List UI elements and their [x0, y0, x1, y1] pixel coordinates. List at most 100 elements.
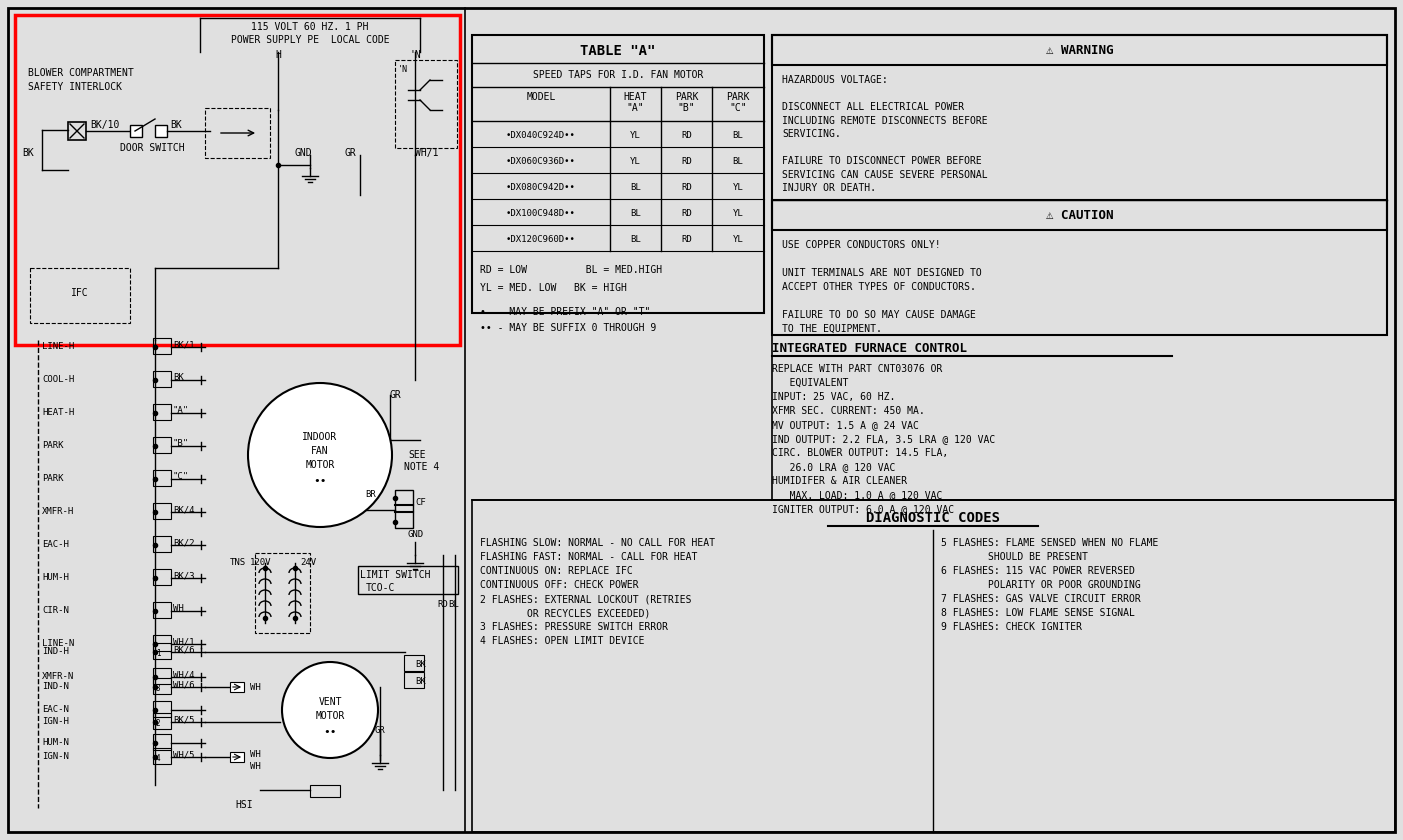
Text: WH/6: WH/6: [173, 680, 195, 689]
Bar: [404, 672, 424, 688]
Text: BK: BK: [415, 660, 425, 669]
Text: XMFR-H: XMFR-H: [42, 507, 74, 516]
Text: 120V: 120V: [250, 558, 272, 567]
Text: FLASHING SLOW: NORMAL - NO CALL FOR HEAT: FLASHING SLOW: NORMAL - NO CALL FOR HEAT: [480, 538, 716, 548]
Bar: [153, 536, 171, 552]
Text: GR: GR: [390, 390, 401, 400]
Text: "C": "C": [730, 103, 746, 113]
Text: MOTOR: MOTOR: [316, 711, 345, 721]
Text: BK/2: BK/2: [173, 538, 195, 547]
Text: BK/4: BK/4: [173, 505, 195, 514]
Text: 'N: 'N: [398, 65, 408, 74]
Text: IND OUTPUT: 2.2 FLA, 3.5 LRA @ 120 VAC: IND OUTPUT: 2.2 FLA, 3.5 LRA @ 120 VAC: [772, 434, 995, 444]
Text: IND-N: IND-N: [42, 682, 69, 691]
Bar: [358, 566, 457, 594]
Text: BL: BL: [732, 156, 744, 165]
Text: 8 FLASHES: LOW FLAME SENSE SIGNAL: 8 FLASHES: LOW FLAME SENSE SIGNAL: [941, 608, 1135, 618]
Text: ••: ••: [323, 727, 337, 737]
Text: 9 FLASHES: CHECK IGNITER: 9 FLASHES: CHECK IGNITER: [941, 622, 1082, 632]
Text: 4 FLASHES: OPEN LIMIT DEVICE: 4 FLASHES: OPEN LIMIT DEVICE: [480, 636, 644, 646]
Text: 1: 1: [156, 649, 160, 658]
Text: RD: RD: [680, 182, 692, 192]
Text: 2 FLASHES: EXTERNAL LOCKOUT (RETRIES: 2 FLASHES: EXTERNAL LOCKOUT (RETRIES: [480, 594, 692, 604]
Text: ⚠ WARNING: ⚠ WARNING: [1045, 44, 1113, 56]
Text: IND-H: IND-H: [42, 647, 69, 656]
Text: GND: GND: [408, 530, 424, 539]
Bar: [471, 500, 1395, 832]
Text: WH/4: WH/4: [173, 670, 195, 679]
Bar: [153, 748, 171, 764]
Circle shape: [282, 662, 377, 758]
Text: "A": "A": [627, 103, 644, 113]
Text: YL: YL: [732, 182, 744, 192]
Text: NOTE 4: NOTE 4: [404, 462, 439, 472]
Text: 3: 3: [156, 684, 160, 693]
Text: •DX080C942D••: •DX080C942D••: [506, 182, 577, 192]
Text: "C": "C": [173, 472, 189, 481]
Text: HSI: HSI: [234, 800, 253, 810]
Text: WH: WH: [173, 604, 184, 613]
Text: WH: WH: [250, 750, 261, 759]
Text: IGN-N: IGN-N: [42, 752, 69, 761]
Text: •DX120C960D••: •DX120C960D••: [506, 234, 577, 244]
Text: INCLUDING REMOTE DISCONNECTS BEFORE: INCLUDING REMOTE DISCONNECTS BEFORE: [781, 116, 988, 125]
Text: LIMIT SWITCH: LIMIT SWITCH: [361, 570, 431, 580]
Text: BK: BK: [22, 148, 34, 158]
Text: FAILURE TO DO SO MAY CAUSE DAMAGE: FAILURE TO DO SO MAY CAUSE DAMAGE: [781, 310, 976, 320]
Text: EAC-H: EAC-H: [42, 540, 69, 549]
Text: HEAT-H: HEAT-H: [42, 408, 74, 417]
Text: SERVICING.: SERVICING.: [781, 129, 840, 139]
Bar: [153, 635, 171, 651]
Text: BK: BK: [170, 120, 182, 130]
Text: "A": "A": [173, 406, 189, 415]
Text: •DX040C924D••: •DX040C924D••: [506, 130, 577, 139]
Text: DIAGNOSTIC CODES: DIAGNOSTIC CODES: [867, 511, 1000, 525]
Text: BL: BL: [448, 600, 459, 609]
Text: UNIT TERMINALS ARE NOT DESIGNED TO: UNIT TERMINALS ARE NOT DESIGNED TO: [781, 268, 982, 278]
Text: INPUT: 25 VAC, 60 HZ.: INPUT: 25 VAC, 60 HZ.: [772, 392, 895, 402]
Text: SEE: SEE: [408, 450, 425, 460]
Text: YL: YL: [732, 208, 744, 218]
Text: EQUIVALENT: EQUIVALENT: [772, 378, 849, 388]
Text: YL = MED. LOW   BK = HIGH: YL = MED. LOW BK = HIGH: [480, 283, 627, 293]
Text: "B": "B": [173, 439, 189, 448]
Text: SPEED TAPS FOR I.D. FAN MOTOR: SPEED TAPS FOR I.D. FAN MOTOR: [533, 70, 703, 80]
Text: •• - MAY BE SUFFIX 0 THROUGH 9: •• - MAY BE SUFFIX 0 THROUGH 9: [480, 323, 657, 333]
Bar: [67, 122, 86, 140]
Text: PARK: PARK: [675, 92, 699, 102]
Text: FAILURE TO DISCONNECT POWER BEFORE: FAILURE TO DISCONNECT POWER BEFORE: [781, 156, 982, 166]
Text: LINE-N: LINE-N: [42, 639, 74, 648]
Text: BR: BR: [365, 490, 376, 499]
Text: TCO-C: TCO-C: [366, 583, 396, 593]
Text: •  - MAY BE PREFIX "A" OR "T": • - MAY BE PREFIX "A" OR "T": [480, 307, 651, 317]
Text: TABLE "A": TABLE "A": [581, 44, 655, 58]
Text: 5 FLASHES: FLAME SENSED WHEN NO FLAME: 5 FLASHES: FLAME SENSED WHEN NO FLAME: [941, 538, 1159, 548]
Bar: [396, 490, 412, 528]
Text: CIR-N: CIR-N: [42, 606, 69, 615]
Text: WH/1: WH/1: [415, 148, 439, 158]
Text: COOL-H: COOL-H: [42, 375, 74, 384]
Bar: [205, 108, 269, 158]
Text: 24V: 24V: [300, 558, 316, 567]
Text: ••: ••: [313, 476, 327, 486]
Text: 7 FLASHES: GAS VALVE CIRCUIT ERROR: 7 FLASHES: GAS VALVE CIRCUIT ERROR: [941, 594, 1141, 604]
Bar: [15, 15, 460, 345]
Bar: [154, 125, 167, 137]
Bar: [153, 734, 171, 750]
Text: FLASHING FAST: NORMAL - CALL FOR HEAT: FLASHING FAST: NORMAL - CALL FOR HEAT: [480, 552, 697, 562]
Text: YL: YL: [630, 130, 641, 139]
Text: 115 VOLT 60 HZ. 1 PH: 115 VOLT 60 HZ. 1 PH: [251, 22, 369, 32]
Text: BK: BK: [173, 373, 184, 382]
Text: MOTOR: MOTOR: [306, 460, 335, 470]
Text: YL: YL: [732, 234, 744, 244]
Text: HAZARDOUS VOLTAGE:: HAZARDOUS VOLTAGE:: [781, 75, 888, 85]
Text: MV OUTPUT: 1.5 A @ 24 VAC: MV OUTPUT: 1.5 A @ 24 VAC: [772, 420, 919, 430]
Text: PARK: PARK: [727, 92, 749, 102]
Bar: [471, 35, 765, 313]
Text: USE COPPER CONDUCTORS ONLY!: USE COPPER CONDUCTORS ONLY!: [781, 240, 940, 250]
Text: RD: RD: [436, 600, 448, 609]
Text: DOOR SWITCH: DOOR SWITCH: [121, 143, 185, 153]
Text: VENT: VENT: [318, 697, 342, 707]
Bar: [153, 371, 171, 387]
Text: ⚠ CAUTION: ⚠ CAUTION: [1045, 208, 1113, 222]
